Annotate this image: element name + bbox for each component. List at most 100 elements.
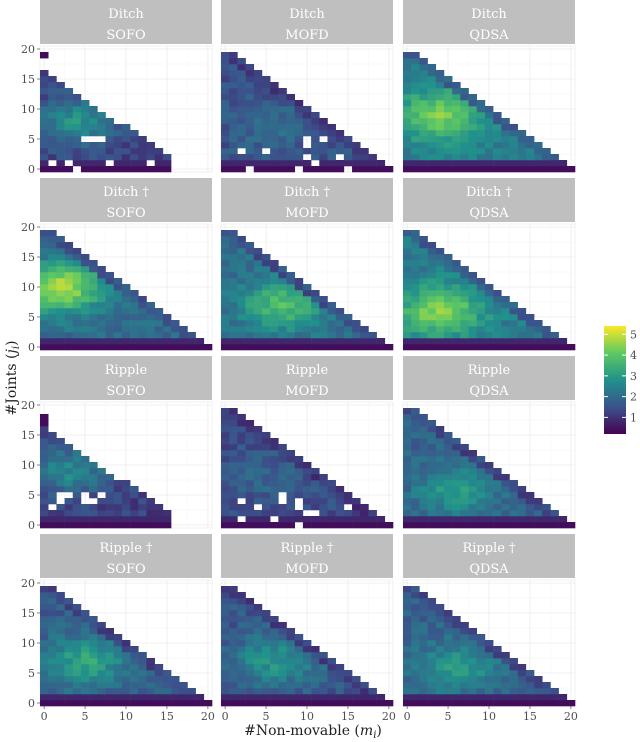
- heat-cell: [97, 302, 106, 309]
- heat-cell: [319, 474, 328, 481]
- heat-cell: [286, 272, 296, 279]
- heat-cell: [229, 64, 238, 71]
- heat-cell: [253, 640, 263, 647]
- heat-cell: [368, 154, 377, 161]
- heat-cell: [302, 522, 312, 529]
- heat-cell: [40, 498, 49, 505]
- facet-panel: Ditch †QDSA: [402, 178, 576, 351]
- heat-cell: [411, 456, 420, 463]
- heat-cell: [146, 148, 155, 155]
- heat-cell: [452, 462, 461, 469]
- heat-cell: [493, 130, 502, 137]
- heat-cell: [327, 308, 336, 315]
- heat-cell: [121, 510, 131, 517]
- heat-cell: [138, 296, 147, 303]
- heat-cell: [261, 640, 271, 647]
- y-tick-label: 15: [21, 607, 35, 620]
- heat-cell: [368, 332, 377, 339]
- heat-cell: [270, 688, 279, 695]
- heat-cell: [97, 112, 106, 119]
- heat-cell: [261, 438, 271, 445]
- heat-cell: [484, 646, 494, 653]
- heat-cell: [229, 302, 238, 309]
- heat-cell: [89, 516, 98, 523]
- heat-cell: [501, 136, 510, 143]
- heat-cell: [435, 254, 445, 261]
- heat-cell: [493, 688, 502, 695]
- heat-cell: [476, 474, 486, 481]
- heat-cell: [419, 438, 428, 445]
- heat-cell: [468, 694, 478, 701]
- heat-cell: [56, 694, 65, 701]
- heat-cell: [460, 688, 469, 695]
- heat-cell: [419, 670, 428, 677]
- heat-cell: [435, 628, 445, 635]
- heat-cell: [261, 94, 271, 101]
- heat-cell: [89, 622, 98, 629]
- heat-cell: [286, 450, 296, 457]
- heat-cell: [286, 486, 296, 493]
- heat-cell: [517, 522, 527, 529]
- heat-cell: [64, 688, 74, 695]
- heat-cell: [253, 438, 263, 445]
- heat-cell: [261, 142, 271, 149]
- heat-cell: [460, 296, 469, 303]
- heat-cell: [40, 242, 49, 249]
- heat-cell: [40, 338, 49, 345]
- heat-cell: [245, 634, 255, 641]
- heat-cell: [443, 646, 453, 653]
- heat-cell: [403, 332, 412, 339]
- heat-cell: [509, 670, 518, 677]
- heat-cell: [419, 426, 428, 433]
- heat-cell: [48, 510, 57, 517]
- facet-row-label: Ditch †: [103, 185, 150, 200]
- heat-cell: [435, 432, 445, 439]
- heat-cell: [278, 142, 287, 149]
- heat-cell: [302, 314, 312, 321]
- heat-cell: [270, 628, 279, 635]
- heat-cell: [154, 670, 164, 677]
- heat-cell: [468, 676, 478, 683]
- heat-cell: [352, 676, 361, 683]
- heat-cell: [229, 230, 238, 237]
- heat-cell: [97, 314, 106, 321]
- facet-strip: [221, 356, 393, 400]
- heat-cell: [261, 254, 271, 261]
- heat-cell: [121, 658, 131, 665]
- heat-cell: [64, 700, 74, 707]
- heat-cell: [360, 510, 369, 517]
- heat-cell: [493, 652, 502, 659]
- heat-cell: [138, 670, 147, 677]
- heat-cell: [517, 682, 527, 689]
- heat-cell: [130, 664, 139, 671]
- heat-cell: [427, 332, 437, 339]
- heat-cell: [64, 516, 74, 523]
- heat-cell: [411, 700, 420, 707]
- heat-cell: [468, 124, 478, 131]
- heat-cell: [40, 450, 49, 457]
- heat-cell: [435, 166, 445, 173]
- heat-cell: [319, 344, 328, 351]
- heat-cell: [48, 284, 57, 291]
- x-tick-label: 15: [341, 710, 355, 723]
- heat-cell: [403, 266, 412, 273]
- heat-cell: [80, 284, 90, 291]
- heat-cell: [427, 166, 437, 173]
- heat-cell: [368, 338, 377, 345]
- heat-cell: [294, 456, 304, 463]
- heat-cell: [229, 652, 238, 659]
- heat-cell: [64, 154, 74, 161]
- heat-cell: [294, 290, 304, 297]
- heat-cell: [138, 516, 147, 523]
- heat-cell: [517, 688, 527, 695]
- heat-cell: [411, 664, 420, 671]
- heat-cell: [278, 462, 287, 469]
- heat-cell: [484, 160, 494, 167]
- heat-cell: [270, 272, 279, 279]
- heat-cell: [403, 444, 412, 451]
- heat-cell: [460, 670, 469, 677]
- heat-cell: [286, 338, 296, 345]
- heat-cell: [48, 266, 57, 273]
